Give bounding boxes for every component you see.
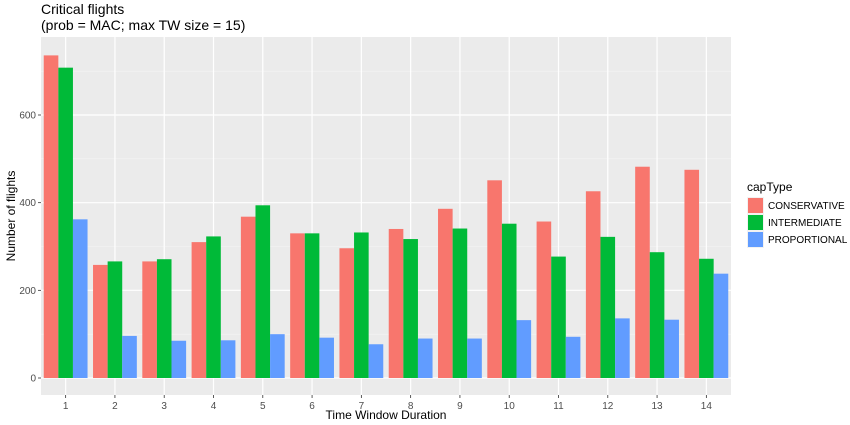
- bar-intermediate-9: [452, 228, 468, 378]
- bar-intermediate-13: [649, 252, 665, 378]
- x-tick-label: 8: [408, 401, 414, 412]
- bar-proportional-6: [319, 337, 334, 378]
- chart-subtitle: (prob = MAC; max TW size = 15): [41, 17, 245, 33]
- legend-title: capType: [747, 180, 793, 194]
- chart-title: Critical flights: [41, 1, 124, 17]
- x-tick-label: 14: [701, 401, 713, 412]
- bar-conservative-3: [142, 261, 157, 378]
- y-tick-label: 200: [19, 286, 36, 297]
- bar-proportional-8: [417, 338, 433, 378]
- bar-proportional-5: [270, 334, 285, 378]
- bar-conservative-2: [93, 264, 108, 378]
- bar-intermediate-2: [107, 261, 123, 378]
- x-tick-label: 1: [63, 401, 69, 412]
- bar-proportional-4: [220, 340, 236, 378]
- x-tick-labels: 1 2 3 4 5 6 7 8 9 10 11 12 13 14: [63, 401, 712, 412]
- bar-conservative-14: [684, 169, 700, 378]
- bar-intermediate-3: [156, 259, 172, 378]
- x-tick-label: 2: [112, 401, 118, 412]
- bar-proportional-2: [122, 335, 137, 378]
- bar-conservative-1: [43, 55, 59, 379]
- bar-conservative-8: [388, 228, 404, 378]
- legend-label-conservative: CONSERVATIVE: [768, 201, 845, 212]
- bar-conservative-9: [438, 208, 453, 378]
- bar-proportional-7: [368, 344, 384, 378]
- bar-proportional-1: [72, 219, 88, 378]
- bar-intermediate-14: [699, 258, 714, 378]
- x-tick-label: 10: [504, 401, 516, 412]
- bar-conservative-5: [240, 216, 256, 378]
- legend: capType CONSERVATIVE INTERMEDIATE PROPORTI…: [747, 180, 848, 248]
- bar-intermediate-12: [600, 236, 616, 378]
- bar-proportional-3: [171, 340, 187, 378]
- bar-conservative-13: [635, 166, 650, 378]
- bar-intermediate-1: [58, 67, 73, 378]
- bar-conservative-4: [191, 242, 207, 378]
- bar-proportional-11: [565, 336, 581, 378]
- legend-label-intermediate: INTERMEDIATE: [768, 218, 842, 229]
- x-tick-label: 13: [652, 401, 664, 412]
- legend-swatch-proportional: [748, 232, 763, 247]
- bar-intermediate-5: [255, 205, 271, 378]
- x-axis-label: Time Window Duration: [326, 408, 447, 422]
- bar-proportional-10: [516, 320, 532, 378]
- x-tick-label: 6: [309, 401, 315, 412]
- bar-intermediate-7: [354, 232, 369, 378]
- y-axis-label: Number of flights: [4, 171, 18, 262]
- bar-proportional-13: [664, 319, 679, 378]
- x-tick-label: 3: [161, 401, 167, 412]
- y-tick-label: 400: [19, 198, 36, 209]
- bar-conservative-12: [585, 191, 601, 378]
- bar-proportional-9: [467, 338, 482, 378]
- legend-items: CONSERVATIVE INTERMEDIATE PROPORTIONAL: [747, 197, 848, 248]
- bar-conservative-6: [290, 233, 305, 378]
- bar-proportional-14: [713, 273, 729, 378]
- bar-conservative-11: [536, 221, 552, 378]
- bar-intermediate-11: [551, 256, 566, 378]
- legend-label-proportional: PROPORTIONAL: [768, 235, 848, 246]
- axis-ticks: [38, 114, 707, 398]
- x-tick-label: 12: [602, 401, 614, 412]
- x-tick-label: 4: [211, 401, 217, 412]
- x-tick-label: 9: [457, 401, 463, 412]
- x-tick-label: 7: [359, 401, 365, 412]
- bars-layer: [43, 55, 729, 379]
- x-tick-label: 5: [260, 401, 266, 412]
- legend-swatch-intermediate: [748, 215, 763, 230]
- bar-conservative-7: [339, 248, 355, 378]
- bar-proportional-12: [615, 318, 630, 378]
- bar-intermediate-8: [403, 239, 418, 378]
- legend-swatch-conservative: [748, 198, 763, 213]
- bar-intermediate-4: [206, 236, 221, 378]
- y-tick-labels: 0 200 400 600: [19, 111, 36, 385]
- bar-conservative-10: [487, 180, 502, 378]
- bar-intermediate-10: [501, 223, 517, 378]
- y-tick-label: 600: [19, 111, 36, 122]
- bar-intermediate-6: [304, 233, 320, 378]
- x-tick-label: 11: [553, 401, 564, 412]
- y-tick-label: 0: [30, 374, 36, 385]
